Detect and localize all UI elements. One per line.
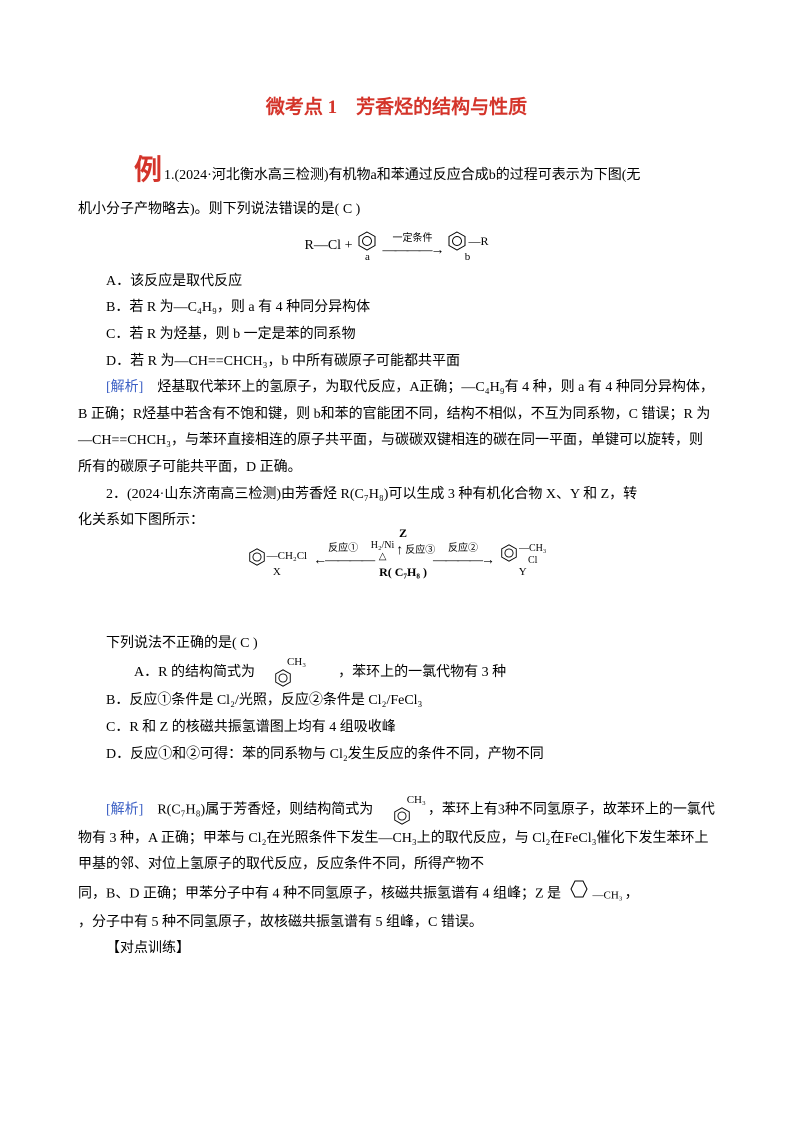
analysis-label-2: [解析]: [106, 803, 143, 818]
q1-num: 1.: [164, 168, 175, 183]
compound-b: —R b: [446, 230, 488, 263]
ch3-label-3: —CH₃: [593, 889, 623, 901]
compound-y: —CH₃ Cl Y: [499, 543, 546, 578]
q2-option-b: B．反应①条件是 Cl₂/光照，反应②条件是 Cl₂/FeCl₃: [78, 688, 715, 715]
q2-stem-c: 下列说法不正确的是( C ): [78, 631, 715, 658]
q1-option-d: D．若 R 为—CH==CHCH₃，b 中所有碳原子可能都共平面: [78, 349, 715, 376]
toluene-structure-2: CH₃: [379, 795, 426, 826]
q2-stem-a: 由芳香烃 R(C₇H₈)可以生成 3 种有机化合物 X、Y 和 Z，转: [281, 487, 637, 502]
reaction-arrow: 一定条件 ————→: [382, 234, 442, 258]
h2ni-label: H₂/Ni: [371, 540, 395, 551]
analysis-label: [解析]: [106, 380, 143, 395]
rcl-label: R—Cl +: [305, 233, 353, 260]
compound-r: Z H₂/Ni △ ↑ 反应③ R( C₇H₈ ): [379, 566, 427, 578]
q1-stem-a: 有机物a和苯通过反应合成b的过程可表示为下图(无: [329, 168, 641, 183]
x-substituent: —CH₂Cl: [267, 551, 308, 562]
q1-stem-line1: 例1.(2024·河北衡水高三检测)有机物a和苯通过反应合成b的过程可表示为下图…: [78, 144, 715, 197]
arrow-2: 反应② ————→: [433, 544, 493, 568]
q1-option-c: C．若 R 为烃基，则 b 一定是苯的同系物: [78, 322, 715, 349]
q2-source: (2024·山东济南高三检测): [127, 487, 281, 502]
r-substituent: —R: [468, 235, 488, 247]
q2-opta-pre: A．R 的结构简式为: [106, 660, 255, 687]
q1-analysis: [解析] 烃基取代苯环上的氢原子，为取代反应，A正确；—C₄H₉有 4 种，则 …: [78, 375, 715, 481]
q2-analysis-p2: 同，B、D 正确；甲苯分子中有 4 种不同氢原子，核磁共振氢谱有 4 组峰；Z …: [78, 879, 715, 910]
q2-diagram: —CH₂Cl X 反应① ←———— Z H₂/Ni △: [78, 543, 715, 623]
q1-option-a: A．该反应是取代反应: [78, 269, 715, 296]
q2-analysis-c: 同，B、D 正确；甲苯分子中有 4 种不同氢原子，核磁共振氢谱有 4 组峰；Z …: [78, 886, 561, 901]
q2-option-d: D．反应①和②可得：苯的同系物与 Cl₂发生反应的条件不同，产物不同: [78, 742, 715, 769]
q1-diagram: R—Cl + a 一定条件 ————→ —R b: [78, 230, 715, 263]
practice-header: 【对点训练】: [78, 936, 715, 963]
a-label: a: [365, 252, 370, 263]
q2-num: 2．: [106, 487, 127, 502]
q2-stem-line1: 2．(2024·山东济南高三检测)由芳香烃 R(C₇H₈)可以生成 3 种有机化…: [78, 482, 715, 509]
example-label: 例: [106, 144, 162, 197]
y-label: Y: [519, 567, 527, 578]
b-label: b: [465, 252, 471, 263]
q1-analysis-text: 烃基取代苯环上的氢原子，为取代反应，A正确；—C₄H₉有 4 种，则 a 有 4…: [78, 380, 714, 475]
question-2: 2．(2024·山东济南高三检测)由芳香烃 R(C₇H₈)可以生成 3 种有机化…: [78, 482, 715, 937]
q1-option-b: B．若 R 为—C₄H₉，则 a 有 4 种同分异构体: [78, 295, 715, 322]
x-label: X: [273, 567, 281, 578]
arrow-1: 反应① ←————: [313, 544, 373, 568]
q2-analysis-p3: ，分子中有 5 种不同氢原子，故核磁共振氢谱有 5 组峰，C 错误。: [78, 910, 715, 937]
toluene-structure: CH₃: [259, 657, 306, 688]
reaction3-label: 反应③: [405, 545, 435, 556]
y-sub1: —CH₃: [519, 543, 546, 555]
page-title: 微考点 1 芳香烃的结构与性质: [78, 90, 715, 126]
ch3-label: CH₃: [259, 657, 306, 668]
q2-analysis-p1: [解析] R(C₇H₈)属于芳香烃，则结构简式为 CH₃ ，苯环上有3种不同氢原…: [78, 795, 715, 879]
question-1: 例1.(2024·河北衡水高三检测)有机物a和苯通过反应合成b的过程可表示为下图…: [78, 144, 715, 482]
delta-label: △: [379, 551, 387, 562]
q2-option-a: A．R 的结构简式为 CH₃ ，苯环上的一氯代物有 3 种: [78, 657, 715, 688]
q2-analysis-a: R(C₇H₈)属于芳香烃，则结构简式为: [143, 803, 373, 818]
q1-stem-line2: 机小分子产物略去)。则下列说法错误的是( C ): [78, 197, 715, 224]
methylcyclohexane-structure: —CH₃: [567, 879, 623, 910]
r-label: R( C₇H₈ ): [379, 566, 427, 578]
q1-source: (2024·河北衡水高三检测): [175, 168, 329, 183]
ch3-label-2: CH₃: [379, 795, 426, 806]
z-label: Z: [399, 527, 407, 540]
q2-option-c: C．R 和 Z 的核磁共振氢谱图上均有 4 组吸收峰: [78, 715, 715, 742]
compound-x: —CH₂Cl X: [247, 547, 308, 578]
compound-a: a: [356, 230, 378, 263]
y-sub2: Cl: [519, 555, 546, 567]
q2-opta-post: ，苯环上的一氯代物有 3 种: [310, 660, 506, 687]
